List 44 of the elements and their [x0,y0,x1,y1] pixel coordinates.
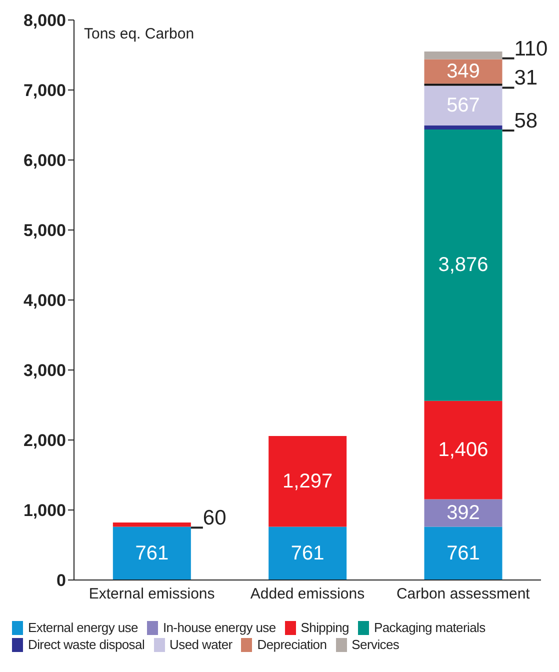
legend-label: In-house energy use [162,620,276,635]
bar [268,436,347,527]
y-tick-label: 4,000 [23,291,66,310]
data-label: 3,876 [438,254,488,276]
bar [424,52,502,60]
y-tick-label: 2,000 [23,431,66,450]
legend-label: Depreciation [256,637,327,652]
y-tick-label: 7,000 [23,81,66,100]
y-tick-label: 6,000 [23,151,66,170]
data-label: 110 [514,37,548,60]
data-label: 1,406 [438,439,488,462]
bar [268,526,347,580]
data-label: 761 [290,542,324,564]
y-tick-label: 1,000 [23,501,66,520]
data-label: 1,297 [282,470,333,492]
y-axis-title: Tons eq. Carbon [84,26,194,43]
data-label: 392 [446,502,480,524]
data-label: 567 [446,94,480,117]
y-tick-label: 0 [56,571,66,590]
data-label: 761 [135,542,169,564]
bar [424,130,502,401]
bar [424,86,502,126]
legend-label: Shipping [300,620,349,635]
bar [424,400,502,500]
data-label: 60 [202,506,226,530]
x-tick-label: Carbon assessment [396,586,531,603]
y-tick-label: 8,000 [23,11,66,30]
legend-label: External energy use [27,620,138,635]
data-label: 31 [514,66,538,90]
y-tick-label: 3,000 [23,361,66,380]
data-label: 58 [514,110,538,133]
legend-label: Packaging materials [372,620,486,635]
bar [112,526,191,580]
x-tick-label: External emissions [88,586,215,603]
x-tick-label: Added emissions [250,586,365,603]
y-tick-label: 5,000 [23,221,66,240]
data-label: 761 [446,542,480,564]
bar [112,522,191,527]
bar [424,125,502,130]
legend-label: Direct waste disposal [27,637,145,652]
legend-label: Services [350,637,400,652]
bar [424,526,502,580]
legend-label: Used water [168,637,232,652]
data-label: 349 [446,60,480,82]
